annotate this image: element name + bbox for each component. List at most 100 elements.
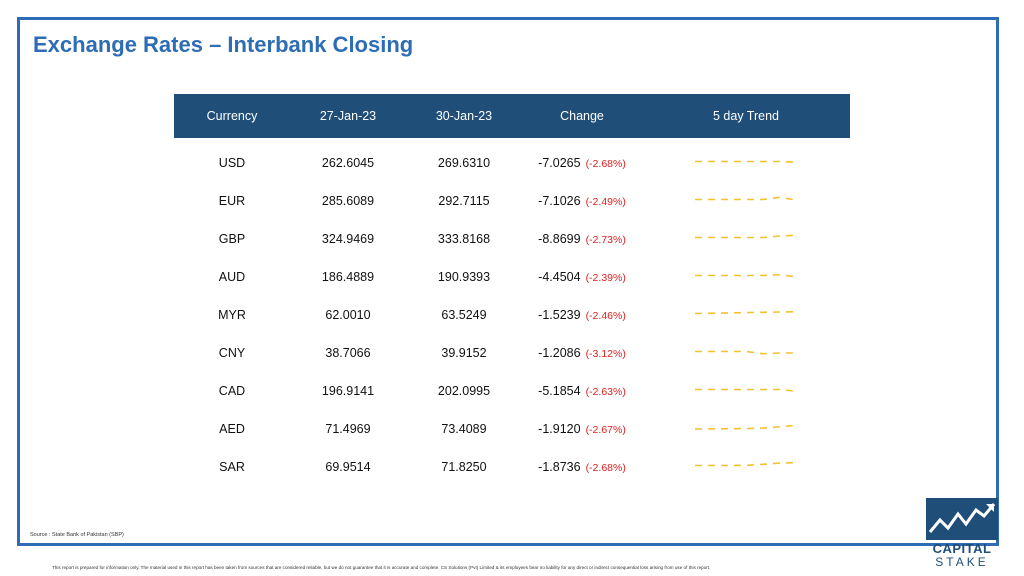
rate-30jan-cell: 73.4089: [441, 422, 487, 436]
rate-30jan-cell: 190.9393: [437, 270, 491, 284]
table-row: CNY 38.7066 39.9152 -1.2086 (-3.12%): [174, 334, 850, 372]
change-percent: (-2.68%): [585, 158, 626, 170]
trend-sparkline: [695, 196, 798, 202]
trend-cell: [642, 372, 850, 410]
page-title: Exchange Rates – Interbank Closing: [33, 32, 414, 57]
currency-cell: CAD: [218, 384, 246, 398]
rate-30jan-cell: 71.8250: [441, 460, 487, 474]
change-value: -1.5239: [538, 308, 581, 322]
rate-27jan-cell: 38.7066: [325, 346, 371, 360]
trend-line: [694, 310, 798, 315]
change-cell: -5.1854 (-2.63%): [522, 372, 642, 410]
table-row: AED 71.4969 73.4089 -1.9120 (-2.67%): [174, 410, 850, 448]
table-row: AUD 186.4889 190.9393 -4.4504 (-2.39%): [174, 258, 850, 296]
header-change: Change: [522, 94, 642, 138]
trend-sparkline: [695, 461, 798, 467]
table-header-row: Currency 27-Jan-23 30-Jan-23 Change 5 da…: [174, 94, 850, 138]
change-cell: -4.4504 (-2.39%): [522, 258, 642, 296]
trend-cell: [642, 448, 850, 486]
rate-30jan-cell: 292.7115: [438, 194, 490, 208]
trend-cell: [642, 220, 850, 258]
change-value: -7.1026: [538, 194, 581, 208]
currency-cell: GBP: [218, 232, 246, 246]
trend-line: [695, 273, 798, 278]
trend-line: [695, 196, 798, 202]
change-percent: (-2.73%): [585, 234, 626, 246]
trend-sparkline: [694, 310, 798, 315]
trend-sparkline: [695, 273, 798, 278]
currency-cell: MYR: [218, 308, 246, 322]
trend-cell: [642, 138, 850, 182]
rate-27jan-cell: 196.9141: [321, 384, 375, 398]
rate-27jan-cell: 62.0010: [325, 308, 371, 322]
table-row: CAD 196.9141 202.0995 -5.1854 (-2.63%): [174, 372, 850, 410]
trend-cell: [642, 182, 850, 220]
trend-cell: [642, 334, 850, 372]
logo-text-capital: CAPITAL: [932, 541, 992, 556]
trend-line: [695, 234, 798, 239]
change-cell: -1.5239 (-2.46%): [522, 296, 642, 334]
currency-cell: AED: [219, 422, 245, 436]
trend-sparkline: [695, 234, 798, 239]
currency-cell: CNY: [218, 346, 246, 360]
rate-30jan-cell: 269.6310: [437, 156, 491, 170]
rate-27jan-cell: 324.9469: [321, 232, 375, 246]
rate-30jan-cell: 39.9152: [441, 346, 487, 360]
trend-line: [695, 461, 798, 467]
table-row: SAR 69.9514 71.8250 -1.8736 (-2.68%): [174, 448, 850, 486]
change-cell: -7.1026 (-2.49%): [522, 182, 642, 220]
change-cell: -1.9120 (-2.67%): [522, 410, 642, 448]
change-value: -1.2086: [538, 346, 581, 360]
trend-cell: [642, 410, 850, 448]
logo-chart-icon: [926, 498, 998, 540]
trend-line: [695, 160, 798, 164]
capital-stake-logo: CAPITAL STAKE: [924, 498, 1000, 574]
change-value: -1.9120: [538, 422, 581, 436]
rate-30jan-cell: 63.5249: [441, 308, 487, 322]
logo-text-stake: STAKE: [935, 555, 989, 569]
change-cell: -1.8736 (-2.68%): [522, 448, 642, 486]
trend-line: [694, 424, 798, 430]
table-row: USD 262.6045 269.6310 -7.0265 (-2.68%): [174, 138, 850, 182]
change-percent: (-2.67%): [585, 424, 626, 436]
disclaimer: This report is prepared for information …: [52, 565, 711, 570]
table-row: GBP 324.9469 333.8168 -8.8699 (-2.73%): [174, 220, 850, 258]
currency-cell: SAR: [219, 460, 245, 474]
trend-line: [695, 388, 798, 393]
change-value: -8.8699: [538, 232, 581, 246]
change-percent: (-3.12%): [585, 348, 626, 360]
rate-27jan-cell: 71.4969: [325, 422, 371, 436]
rate-27jan-cell: 285.6089: [321, 194, 375, 208]
change-cell: -1.2086 (-3.12%): [522, 334, 642, 372]
header-date-1: 27-Jan-23: [290, 94, 406, 138]
rate-27jan-cell: 69.9514: [325, 460, 371, 474]
rate-27jan-cell: 186.4889: [321, 270, 375, 284]
change-percent: (-2.39%): [585, 272, 626, 284]
change-percent: (-2.49%): [585, 196, 626, 208]
trend-sparkline: [695, 388, 798, 393]
trend-sparkline: [695, 350, 797, 355]
change-cell: -8.8699 (-2.73%): [522, 220, 642, 258]
change-percent: (-2.63%): [585, 386, 626, 398]
currency-cell: EUR: [218, 194, 246, 208]
change-value: -5.1854: [538, 384, 581, 398]
trend-sparkline: [694, 424, 798, 430]
header-trend: 5 day Trend: [642, 94, 850, 138]
change-value: -1.8736: [538, 460, 581, 474]
change-percent: (-2.46%): [585, 310, 626, 322]
rate-30jan-cell: 202.0995: [437, 384, 491, 398]
change-percent: (-2.68%): [585, 462, 626, 474]
currency-cell: AUD: [218, 270, 246, 284]
table-row: EUR 285.6089 292.7115 -7.1026 (-2.49%): [174, 182, 850, 220]
trend-cell: [642, 258, 850, 296]
header-currency: Currency: [174, 94, 290, 138]
rate-30jan-cell: 333.8168: [437, 232, 491, 246]
header-date-2: 30-Jan-23: [406, 94, 522, 138]
trend-cell: [642, 296, 850, 334]
table-row: MYR 62.0010 63.5249 -1.5239 (-2.46%): [174, 296, 850, 334]
exchange-rates-table: Currency 27-Jan-23 30-Jan-23 Change 5 da…: [174, 94, 850, 486]
rate-27jan-cell: 262.6045: [321, 156, 375, 170]
change-value: -7.0265: [538, 156, 581, 170]
source-note: Source : State Bank of Pakistan (SBP): [30, 532, 124, 538]
trend-sparkline: [695, 160, 798, 164]
